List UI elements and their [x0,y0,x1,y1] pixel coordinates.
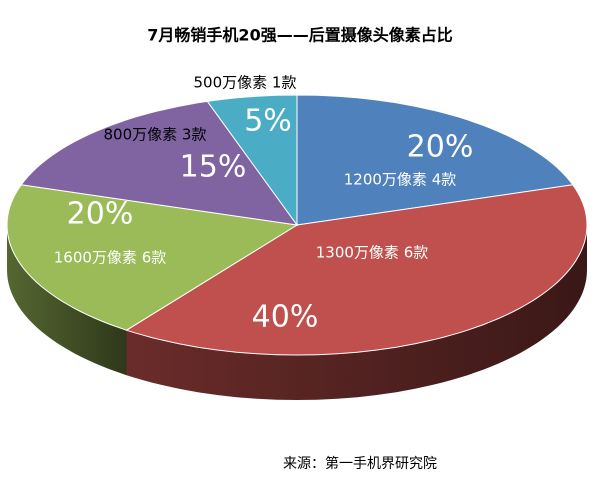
value-label: 40% [252,300,319,335]
category-label: 1300万像素 6款 [316,244,429,262]
category-label: 800万像素 3款 [104,126,207,144]
category-label: 1200万像素 4款 [344,171,457,189]
value-label: 15% [180,150,247,185]
pie-slice [125,184,588,356]
slice-side [126,225,587,400]
category-label: 500万像素 1款 [194,74,297,92]
labels: 20% 1200万像素 4款 40% 1300万像素 6款 20% 1600万像素 6款 1… [54,74,474,335]
pie-sides [7,225,587,400]
value-label: 20% [67,197,134,232]
pie-slice [6,184,299,331]
pie-tops [6,94,588,356]
pie-slice [296,94,574,226]
chart-title: 7月畅销手机20强——后置摄像头像素占比 [147,26,452,45]
value-label: 5% [244,104,292,139]
pie-slice [20,100,299,226]
source-note: 来源：第一手机界研究院 [283,455,437,472]
category-label: 1600万像素 6款 [54,249,167,267]
pie-slice [206,94,298,227]
value-label: 20% [407,130,474,165]
slice-side [7,225,127,376]
